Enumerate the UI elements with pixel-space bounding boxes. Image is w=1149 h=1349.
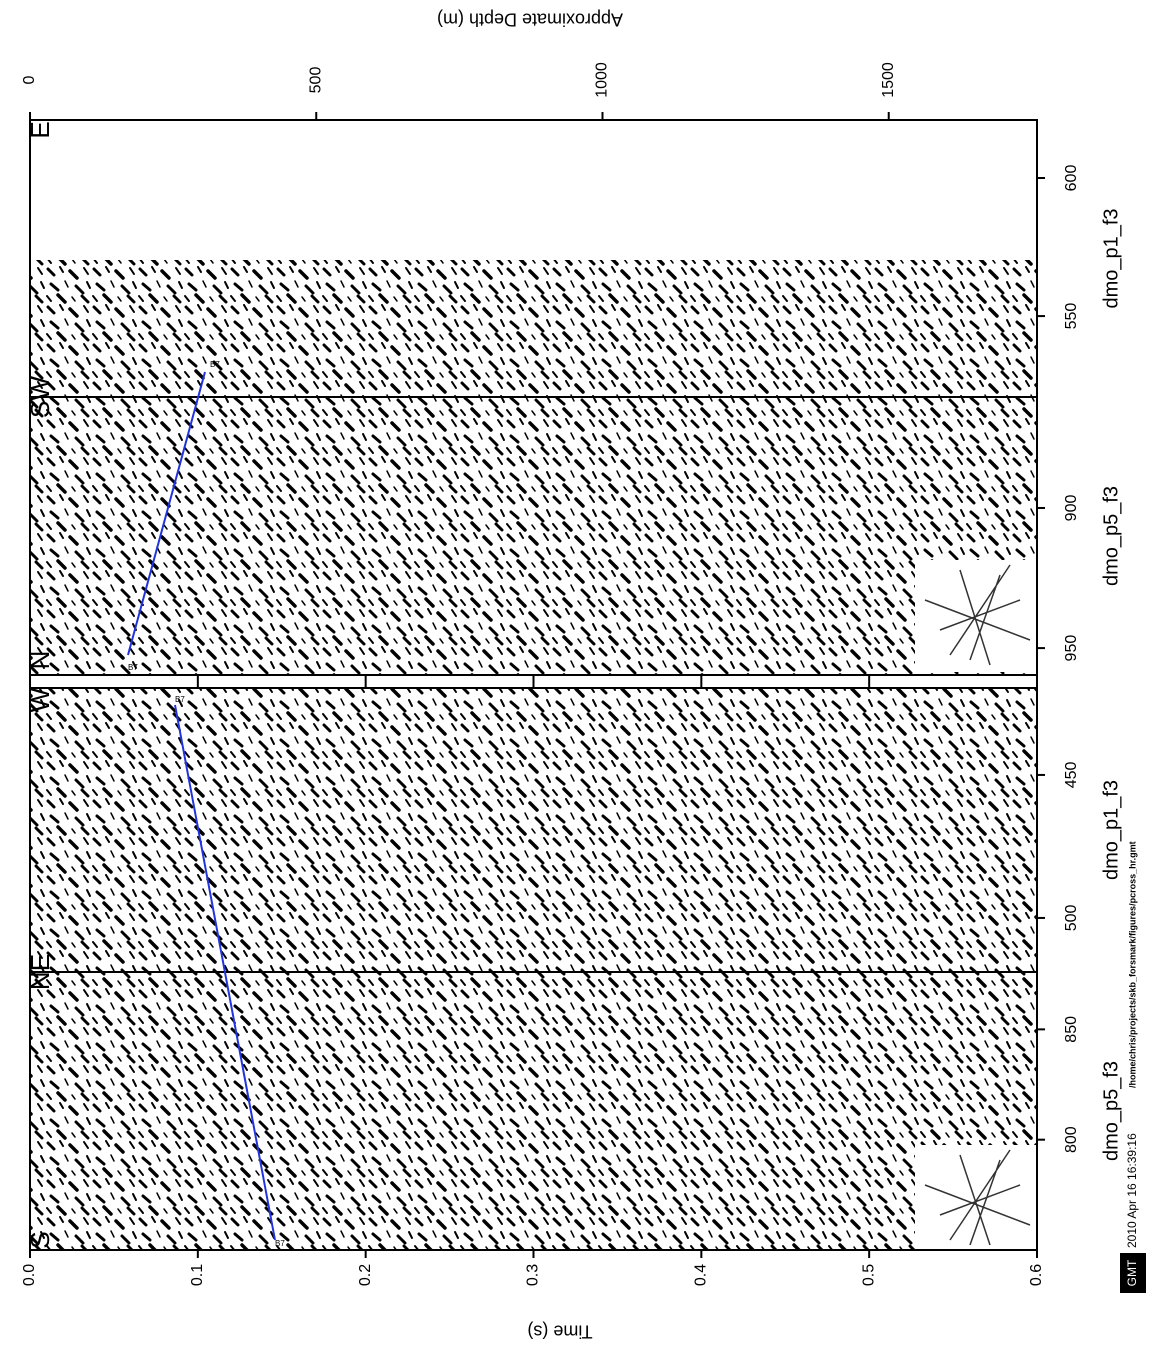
- cdp-tick-label: 550: [1063, 303, 1080, 330]
- seismic-data: [30, 260, 1037, 675]
- time-tick-label: 0.4: [693, 1264, 710, 1286]
- direction-label: N: [25, 651, 55, 670]
- depth-axis-label: Approximate Depth (m): [437, 9, 623, 29]
- time-axis-label: Time (s): [527, 1321, 592, 1341]
- direction-label: SW: [25, 376, 55, 418]
- seismic-data: [30, 688, 1037, 1250]
- horizon-label: B7: [210, 360, 220, 369]
- depth-tick-label: 1000: [594, 62, 611, 98]
- horizon-label: B7: [175, 695, 185, 704]
- cdp-tick-label: 500: [1063, 905, 1080, 932]
- inset-map: [915, 560, 1037, 1250]
- cdp-tick-label: 800: [1063, 1126, 1080, 1153]
- time-tick-label: 0.6: [1028, 1264, 1045, 1286]
- direction-label: W: [25, 687, 55, 712]
- horizon-line: [127, 371, 276, 1241]
- line-name: dmo_p5_f3: [1100, 1061, 1122, 1161]
- depth-tick-label: 1500: [880, 62, 897, 98]
- horizon-label: B7: [275, 1239, 285, 1248]
- timestamp: 2010 Apr 16 16:39:16: [1125, 1133, 1139, 1248]
- time-tick-label: 0.3: [525, 1264, 542, 1286]
- horizon-label: B7: [128, 663, 138, 672]
- cdp-tick-label: 450: [1063, 761, 1080, 788]
- time-tick-label: 0.2: [357, 1264, 374, 1286]
- direction-label: E: [25, 121, 55, 138]
- depth-tick-label: 0: [21, 75, 38, 84]
- line-name: dmo_p5_f3: [1100, 486, 1122, 586]
- time-tick-label: 0.1: [189, 1264, 206, 1286]
- gmt-logo: GMT: [1125, 1259, 1139, 1286]
- gmt-logo-box: [1120, 1253, 1146, 1293]
- depth-tick-label: 500: [307, 67, 324, 94]
- line-name: dmo_p1_f3: [1100, 780, 1122, 880]
- cdp-tick-label: 600: [1063, 165, 1080, 192]
- cdp-tick-label: 900: [1063, 495, 1080, 522]
- direction-label: S: [25, 1231, 55, 1248]
- time-tick-label: 0.0: [21, 1264, 38, 1286]
- direction-label: NE: [25, 954, 55, 990]
- line-name: dmo_p1_f3: [1100, 208, 1122, 308]
- cdp-tick-label: 950: [1063, 635, 1080, 662]
- time-tick-label: 0.5: [860, 1264, 877, 1286]
- cdp-tick-label: 850: [1063, 1016, 1080, 1043]
- file-path: /home/chris/projects/skb_forsmark/figure…: [1127, 841, 1137, 1088]
